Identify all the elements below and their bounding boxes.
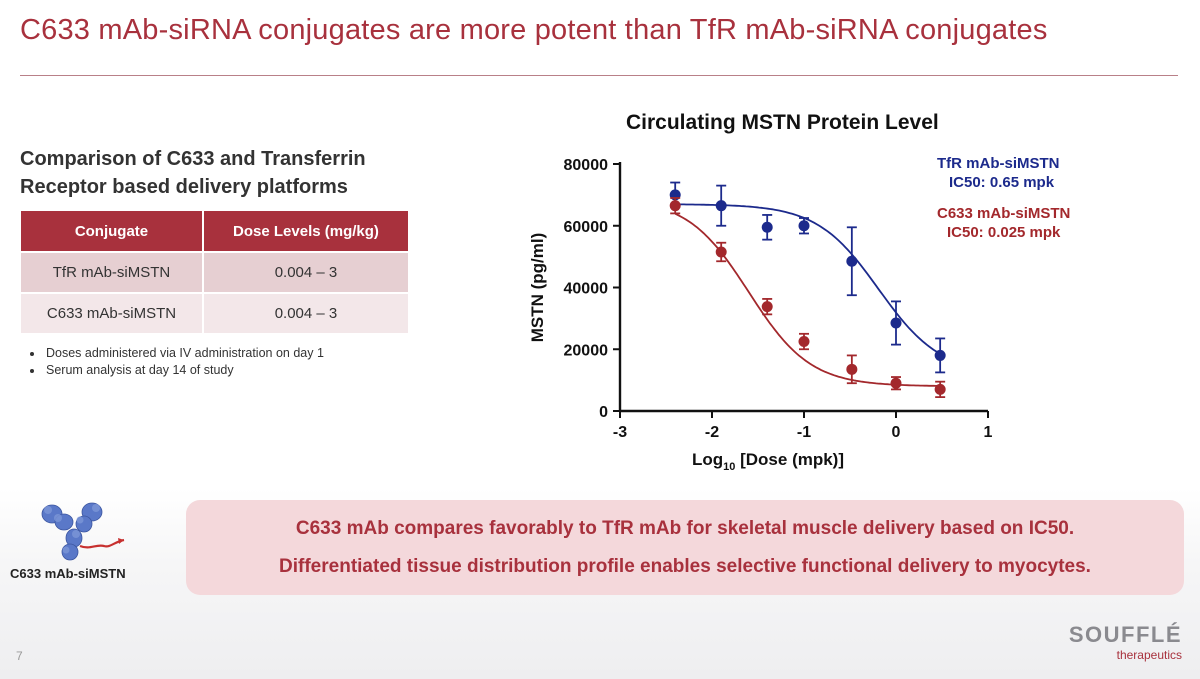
y-tick-label: 80000 [564, 157, 609, 174]
comparison-heading-line1: Comparison of C633 and Transferrin [20, 148, 366, 170]
chart-title: Circulating MSTN Protein Level [626, 111, 939, 134]
data-point [934, 349, 946, 361]
antibody-conjugate-icon [41, 502, 125, 561]
column-header-dose-levels: Dose Levels (mg/kg) [203, 211, 408, 251]
x-tick-label: -1 [797, 424, 811, 441]
legend-c633-ic50: IC50: 0.025 mpk [947, 224, 1061, 241]
table-row: TfR mAb-siMSTN 0.004 – 3 [21, 251, 408, 292]
fit-curve-c633 [674, 212, 941, 387]
y-tick-label: 20000 [564, 342, 609, 359]
list-item: Doses administered via IV administration… [44, 345, 324, 362]
x-tick-label: 0 [892, 424, 901, 441]
page-number: 7 [16, 649, 23, 663]
data-point [798, 220, 810, 232]
data-point [846, 255, 858, 267]
x-tick-label: -2 [705, 424, 719, 441]
key-findings-callout: C633 mAb compares favorably to TfR mAb f… [186, 500, 1184, 595]
y-tick-label: 40000 [564, 281, 609, 298]
data-point [934, 383, 946, 395]
logo-name: SOUFFLÉ [1068, 622, 1182, 647]
data-point [798, 336, 810, 348]
table-cell: 0.004 – 3 [203, 292, 408, 333]
data-point [669, 200, 681, 212]
comparison-heading-line2: Receptor based delivery platforms [20, 176, 348, 198]
company-logo: SOUFFLÉ therapeutics [1058, 622, 1182, 662]
dose-table: Conjugate Dose Levels (mg/kg) TfR mAb-si… [19, 211, 410, 333]
data-point [890, 317, 902, 329]
callout-line1: C633 mAb compares favorably to TfR mAb f… [295, 518, 1075, 539]
molecule-label: C633 mAb-siMSTN [10, 566, 126, 581]
data-point [846, 363, 858, 375]
y-axis-label: MSTN (pg/ml) [528, 233, 547, 343]
data-point [890, 377, 902, 389]
title-divider [20, 75, 1178, 76]
data-point [761, 301, 773, 313]
dose-response-chart: 0 20000 40000 60000 80000 -3 -2 -1 0 1 MSTN (pg/ml… [528, 157, 993, 473]
y-tick-label: 60000 [564, 219, 609, 236]
legend-tfr-ic50: IC50: 0.65 mpk [949, 174, 1055, 191]
legend-c633-name: C633 mAb-siMSTN [937, 205, 1071, 222]
callout-line2: Differentiated tissue distribution profi… [279, 556, 1091, 577]
column-header-conjugate: Conjugate [21, 211, 202, 251]
table-cell: C633 mAb-siMSTN [21, 292, 202, 333]
logo-tagline: therapeutics [1116, 648, 1182, 662]
x-tick-label: -3 [613, 424, 627, 441]
legend-c633: C633 mAb-siMSTN IC50: 0.025 mpk [937, 204, 1070, 242]
legend-tfr-name: TfR mAb-siMSTN [937, 155, 1060, 172]
notes-list: Doses administered via IV administration… [30, 345, 324, 379]
dose-table-header: Conjugate Dose Levels (mg/kg) [21, 211, 408, 251]
comparison-heading: Comparison of C633 and Transferrin Recep… [20, 145, 440, 201]
table-cell: TfR mAb-siMSTN [21, 251, 202, 292]
x-axis-label: Log10 [Dose (mpk)] [692, 450, 844, 473]
table-cell: 0.004 – 3 [203, 251, 408, 292]
x-tick-label: 1 [984, 424, 993, 441]
data-point [715, 246, 727, 258]
table-row: C633 mAb-siMSTN 0.004 – 3 [21, 292, 408, 333]
data-point [761, 221, 773, 233]
list-item: Serum analysis at day 14 of study [44, 362, 324, 379]
y-tick-label: 0 [599, 404, 608, 421]
data-point [715, 200, 727, 212]
legend-tfr: TfR mAb-siMSTN IC50: 0.65 mpk [937, 154, 1060, 192]
slide-title: C633 mAb-siRNA conjugates are more poten… [20, 14, 1048, 46]
